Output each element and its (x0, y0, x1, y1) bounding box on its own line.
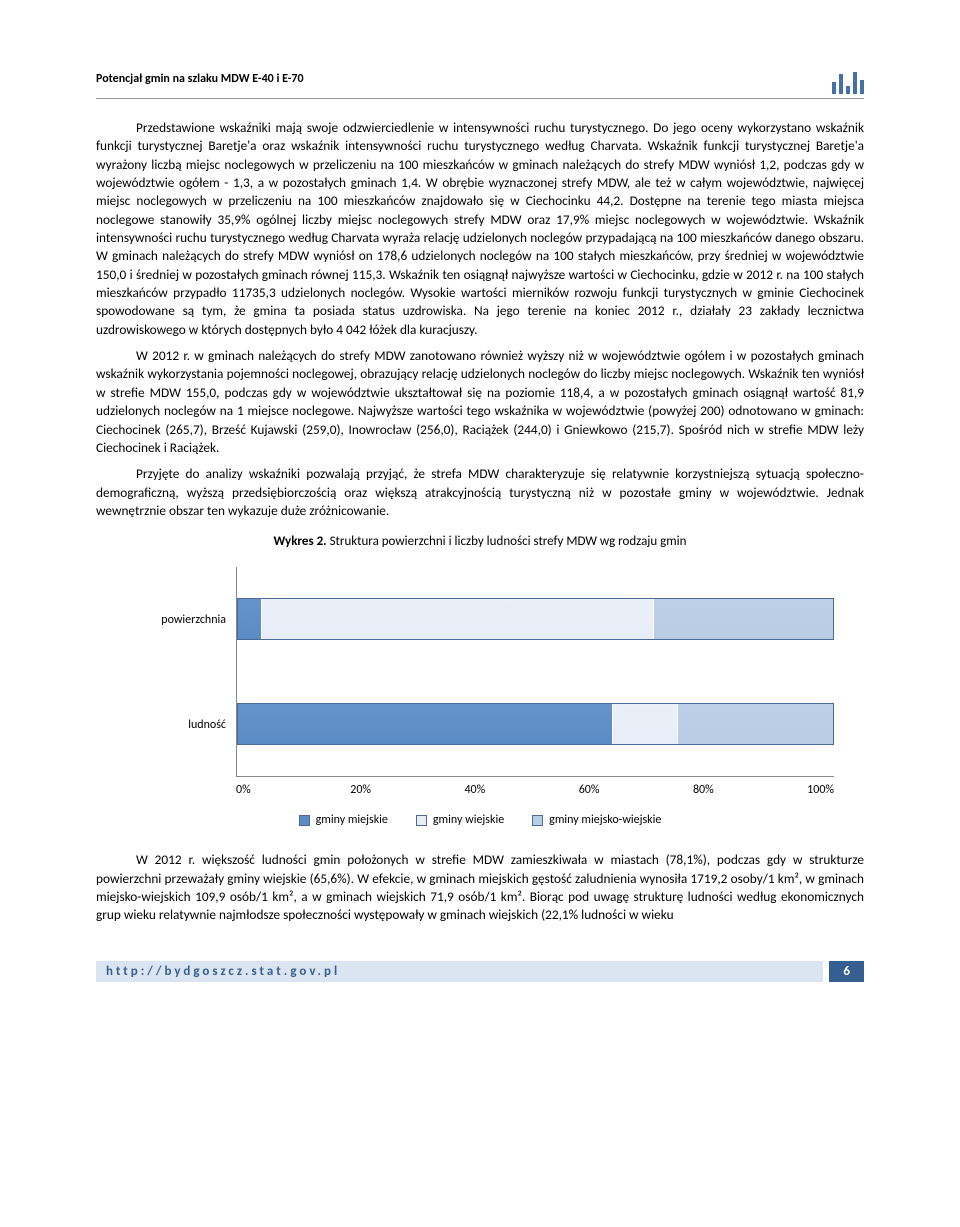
legend-item-miejskie: gminy miejskie (299, 813, 388, 827)
x-tick: 40% (464, 783, 578, 797)
bar-seg-wiejskie (262, 599, 655, 639)
legend-swatch (299, 815, 310, 826)
page-footer: http://bydgoszcz.stat.gov.pl 6 (96, 961, 864, 982)
paragraph-4: W 2012 r. większość ludności gmin położo… (96, 851, 864, 924)
chart-plot-area (236, 567, 834, 777)
x-tick: 20% (350, 783, 464, 797)
x-tick: 0% (236, 783, 350, 797)
y-label-powierzchnia: powierzchnia (126, 613, 226, 627)
bar-seg-miejskie (238, 599, 262, 639)
bar-seg-miejskie (238, 704, 613, 744)
chart-x-axis: 0% 20% 40% 60% 80% 100% (236, 777, 834, 797)
x-tick: 80% (693, 783, 807, 797)
bar-seg-miejsko-wiejskie (678, 704, 833, 744)
bar-row-powierzchnia (237, 567, 834, 672)
logo-bar (860, 80, 864, 94)
legend-label: gminy wiejskie (433, 813, 504, 827)
legend-swatch (416, 815, 427, 826)
chart-title: Wykres 2. Struktura powierzchni i liczby… (96, 534, 864, 549)
bar-chart: powierzchnia ludność (126, 567, 834, 827)
page-header: Potencjał gmin na szlaku MDW E-40 i E-70 (96, 72, 864, 99)
footer-url: http://bydgoszcz.stat.gov.pl (96, 961, 823, 982)
header-logo (832, 72, 864, 94)
bar-seg-wiejskie (613, 704, 678, 744)
paragraph-1: Przedstawione wskaźniki mają swoje odzwi… (96, 119, 864, 339)
x-tick: 60% (579, 783, 693, 797)
logo-bar (853, 72, 857, 94)
chart-legend: gminy miejskie gminy wiejskie gminy miej… (126, 813, 834, 827)
legend-label: gminy miejsko-wiejskie (549, 813, 661, 827)
x-tick: 100% (807, 783, 834, 797)
logo-bar (832, 82, 836, 94)
footer-page-number: 6 (829, 961, 864, 982)
y-label-ludnosc: ludność (126, 718, 226, 732)
chart-y-axis: powierzchnia ludność (126, 567, 236, 777)
chart-title-rest: Struktura powierzchni i liczby ludności … (327, 534, 687, 549)
legend-item-miejsko-wiejskie: gminy miejsko-wiejskie (532, 813, 661, 827)
legend-swatch (532, 815, 543, 826)
bar-row-ludnosc (237, 672, 834, 777)
header-title: Potencjał gmin na szlaku MDW E-40 i E-70 (96, 72, 304, 86)
logo-bar (846, 86, 850, 94)
paragraph-3: Przyjęte do analizy wskaźniki pozwalają … (96, 465, 864, 520)
logo-bar (839, 74, 843, 94)
chart-title-prefix: Wykres 2. (273, 534, 326, 549)
paragraph-2: W 2012 r. w gminach należących do strefy… (96, 347, 864, 457)
legend-item-wiejskie: gminy wiejskie (416, 813, 504, 827)
legend-label: gminy miejskie (316, 813, 388, 827)
bar-seg-miejsko-wiejskie (654, 599, 833, 639)
